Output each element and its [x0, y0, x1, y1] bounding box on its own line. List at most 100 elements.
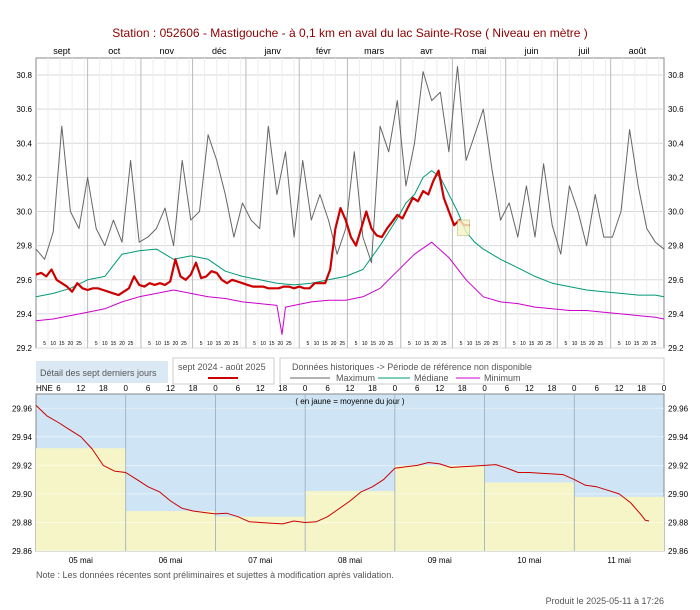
hour-tick-label: 18	[99, 384, 108, 393]
recent-box	[36, 361, 168, 383]
day-tick-label: 15	[111, 341, 117, 347]
month-label: nov	[160, 46, 175, 56]
hour-tick-label: 0	[572, 384, 577, 393]
month-label: mars	[364, 46, 384, 56]
annual-series	[35, 66, 665, 335]
day-tick-label: 20	[537, 341, 543, 347]
y-tick-right: 29.6	[668, 276, 684, 285]
day-tick-label: 5	[148, 341, 151, 347]
day-tick-label: 20	[484, 341, 490, 347]
day-tick-label: 20	[68, 341, 74, 347]
y-tick-left: 30.6	[16, 105, 32, 114]
hour-tick-label: 12	[256, 384, 265, 393]
y-tick-right: 30.8	[668, 71, 684, 80]
day-tick-label: 25	[493, 341, 499, 347]
day-tick-label: 25	[128, 341, 134, 347]
hour-tick-label: 12	[166, 384, 175, 393]
day-tick-label: 20	[432, 341, 438, 347]
day-tick-label: 5	[565, 341, 568, 347]
y-tick-left: 30.4	[16, 139, 32, 148]
day-label: 07 mai	[248, 556, 272, 565]
day-label: 09 mai	[428, 556, 452, 565]
day-tick-label: 25	[598, 341, 604, 347]
day-tick-label: 10	[155, 341, 161, 347]
day-tick-label: 20	[173, 341, 179, 347]
day-tick-label: 15	[424, 341, 430, 347]
day-tick-label: 10	[625, 341, 631, 347]
day-tick-label: 25	[388, 341, 394, 347]
hour-tick-label: 18	[458, 384, 467, 393]
day-tick-label: 20	[278, 341, 284, 347]
hour-tick-label: 0	[662, 384, 667, 393]
series-current-recent	[35, 405, 650, 525]
daily-mean-bar	[125, 511, 216, 551]
day-tick-label: 25	[233, 341, 239, 347]
y-tick-left: 29.6	[16, 276, 32, 285]
day-tick-label: 10	[102, 341, 108, 347]
historic-box	[279, 357, 665, 385]
y-tick-right: 29.8	[668, 242, 684, 251]
y-tick-right: 29.2	[668, 344, 684, 353]
daily-mean-note: ( en jaune = moyenne du jour )	[295, 397, 405, 406]
hour-tick-label: 0	[123, 384, 128, 393]
y-tick-left: 29.96	[12, 404, 33, 413]
day-label: 11 mai	[607, 556, 631, 565]
y-tick-right: 29.94	[668, 433, 689, 442]
hour-tick-label: 0	[213, 384, 218, 393]
day-tick-label: 25	[441, 341, 447, 347]
day-tick-label: 15	[634, 341, 640, 347]
hour-tick-label: 18	[637, 384, 646, 393]
hour-tick-label: 18	[189, 384, 198, 393]
day-tick-label: 5	[408, 341, 411, 347]
y-tick-left: 30.2	[16, 173, 32, 182]
month-label: févr	[316, 46, 331, 56]
footnote: Note : Les données récentes sont prélimi…	[36, 570, 394, 580]
min-legend-label: Minimum	[484, 373, 521, 383]
median-legend-label: Médiane	[414, 373, 449, 383]
day-tick-label: 20	[224, 341, 230, 347]
period-box	[172, 357, 275, 385]
month-label: juin	[524, 46, 539, 56]
day-label: 05 mai	[69, 556, 93, 565]
hour-tick-label: 6	[236, 384, 241, 393]
day-tick-label: 15	[59, 341, 65, 347]
month-label: mai	[472, 46, 487, 56]
month-label: déc	[212, 46, 227, 56]
day-tick-label: 10	[362, 341, 368, 347]
series-maximum	[35, 66, 665, 264]
day-tick-label: 5	[355, 341, 358, 347]
recent-window-highlight	[457, 219, 470, 236]
daily-mean-bar	[574, 496, 664, 551]
max-legend-label: Maximum	[336, 373, 375, 383]
hour-tick-label: 12	[615, 384, 624, 393]
day-tick-label: 20	[589, 341, 595, 347]
daily-mean-bar	[36, 448, 126, 551]
month-label: oct	[108, 46, 121, 56]
y-tick-left: 30.8	[16, 71, 32, 80]
annual-marks: 29.2 29.2 29.4 29.4 29.6 29.6 29.8 29.8 30.0 30.0…	[16, 46, 684, 353]
day-tick-label: 15	[164, 341, 170, 347]
day-tick-label: 5	[43, 341, 46, 347]
day-tick-label: 5	[618, 341, 621, 347]
y-tick-left: 30.0	[16, 208, 32, 217]
hour-tick-label: 12	[525, 384, 534, 393]
hour-tick-label: 12	[76, 384, 85, 393]
annual-grid	[36, 58, 664, 349]
month-label: avr	[420, 46, 433, 56]
y-tick-left: 29.92	[12, 461, 33, 470]
day-tick-label: 20	[642, 341, 648, 347]
day-tick-label: 5	[253, 341, 256, 347]
month-label: sept	[53, 46, 71, 56]
legend: Détail des sept derniers jours sept 2024…	[36, 357, 665, 385]
month-label: janv	[263, 46, 281, 56]
hour-tick-label: 6	[56, 384, 61, 393]
day-tick-label: 15	[475, 341, 481, 347]
y-tick-right: 30.6	[668, 105, 684, 114]
day-tick-label: 25	[76, 341, 82, 347]
day-tick-label: 25	[339, 341, 345, 347]
period-label: sept 2024 - août 2025	[178, 362, 266, 372]
y-tick-left: 29.90	[12, 490, 33, 499]
hour-tick-label: 0	[482, 384, 487, 393]
day-tick-label: 20	[379, 341, 385, 347]
